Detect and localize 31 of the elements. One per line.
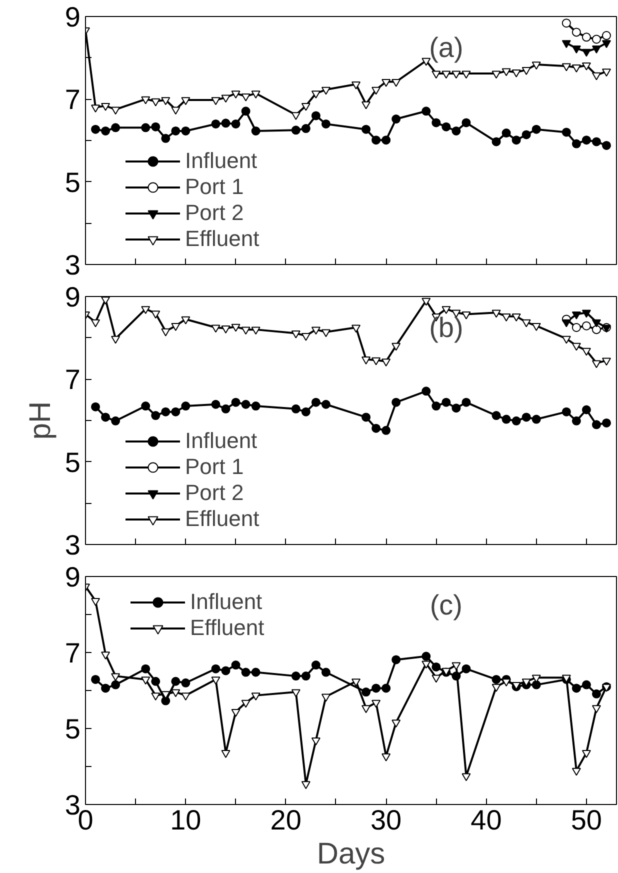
y-tick-label: 9 <box>64 562 81 592</box>
y-axis-title: pH <box>24 401 57 440</box>
legend-label: Port 1 <box>185 454 244 480</box>
legend-label: Influent <box>185 428 258 454</box>
legend-label: Port 2 <box>185 480 244 506</box>
x-tick-label: 40 <box>470 804 502 836</box>
y-tick-label: 7 <box>64 364 81 396</box>
legend-label: Influent <box>190 589 262 615</box>
legend-label: Effluent <box>185 506 260 532</box>
legend-label: Port 2 <box>185 200 244 226</box>
annotation: (b) <box>429 312 464 343</box>
x-tick-label: 50 <box>570 804 602 836</box>
annotation: (a) <box>429 32 464 63</box>
y-tick-label: 7 <box>64 84 81 116</box>
y-tick-label: 5 <box>64 446 81 478</box>
legend-label: Effluent <box>185 226 260 252</box>
annotation: (c) <box>430 590 463 620</box>
legend-label: Influent <box>185 148 258 174</box>
y-tick-label: 3 <box>64 250 81 280</box>
y-tick-label: 3 <box>64 530 81 560</box>
y-tick-label: 9 <box>64 282 81 312</box>
x-axis-title: Days <box>316 838 386 870</box>
x-tick-label: 20 <box>270 804 302 836</box>
y-tick-label: 7 <box>64 638 81 668</box>
x-tick-label: 30 <box>370 804 402 836</box>
y-tick-label: 5 <box>64 714 81 744</box>
legend-label: Effluent <box>190 615 264 641</box>
y-tick-label: 5 <box>64 166 81 198</box>
x-tick-label: 10 <box>170 804 202 836</box>
legend-label: Port 1 <box>185 174 244 200</box>
y-tick-label: 9 <box>64 2 81 32</box>
